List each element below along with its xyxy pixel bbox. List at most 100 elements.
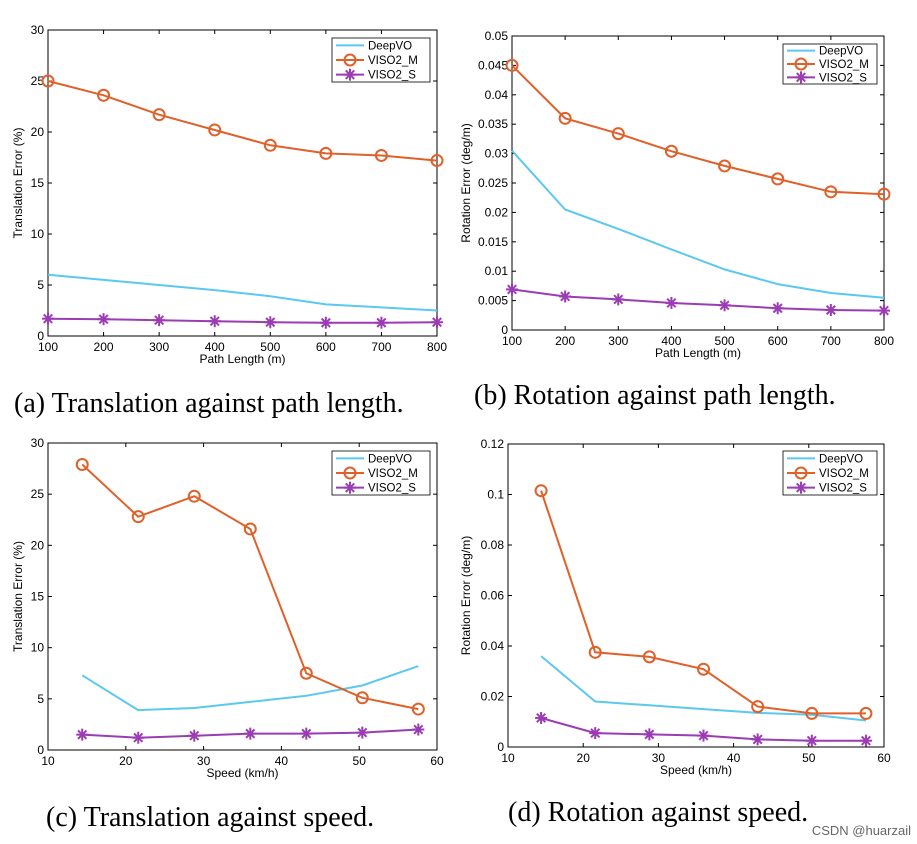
- x-tick-label: 30: [652, 751, 666, 765]
- x-axis-label: Path Length (m): [655, 346, 741, 360]
- data-point: [75, 457, 89, 471]
- y-tick-label: 0.005: [478, 294, 508, 308]
- legend-label: VISO2_S: [819, 72, 867, 84]
- series-line: [47, 80, 438, 162]
- series-line: [540, 490, 866, 715]
- y-axis-label: Translation Error (%): [11, 128, 25, 239]
- x-tick-label: 700: [821, 334, 841, 348]
- x-tick-label: 400: [205, 340, 225, 354]
- y-tick-label: 0.035: [478, 117, 508, 131]
- legend-marker: [344, 481, 356, 494]
- legend-label: DeepVO: [819, 453, 863, 465]
- x-tick-label: 600: [316, 340, 336, 354]
- y-tick-label: 0.05: [485, 29, 509, 43]
- data-point: [859, 706, 873, 720]
- series-viso2-m: [41, 74, 444, 168]
- y-tick-label: 10: [31, 227, 45, 241]
- x-tick-label: 20: [577, 751, 591, 765]
- data-point: [431, 316, 443, 329]
- data-point: [589, 727, 602, 740]
- legend-label: VISO2_S: [368, 483, 416, 495]
- x-tick-label: 100: [38, 340, 58, 354]
- series-viso2-s: [535, 711, 872, 747]
- legend-marker: [344, 68, 356, 81]
- legend-label: DeepVO: [368, 453, 412, 465]
- legend-marker: [343, 53, 357, 67]
- x-tick-label: 800: [874, 334, 894, 348]
- data-point: [805, 706, 819, 720]
- x-tick-label: 40: [275, 754, 289, 768]
- data-point: [188, 729, 201, 742]
- y-tick-label: 0.06: [481, 589, 505, 603]
- x-tick-label: 300: [149, 340, 169, 354]
- data-point: [243, 522, 257, 536]
- series-viso2-s: [42, 312, 443, 329]
- y-tick-label: 30: [31, 436, 45, 450]
- data-point: [771, 172, 785, 186]
- x-tick-label: 400: [661, 334, 681, 348]
- data-point: [97, 88, 111, 102]
- legend: DeepVO VISO2_M VISO2_S: [331, 450, 431, 496]
- legend-label: VISO2_M: [819, 468, 869, 480]
- data-point: [299, 666, 313, 680]
- x-tick-label: 300: [608, 334, 628, 348]
- data-point: [355, 691, 369, 705]
- y-tick-label: 30: [31, 23, 45, 37]
- data-point: [412, 723, 425, 736]
- data-point: [718, 159, 732, 173]
- legend-label: VISO2_M: [368, 55, 418, 67]
- data-point: [878, 304, 890, 317]
- data-point: [153, 314, 166, 327]
- data-point: [859, 734, 872, 747]
- data-point: [41, 74, 55, 88]
- data-point: [771, 302, 784, 315]
- x-tick-label: 800: [427, 340, 447, 354]
- x-tick-label: 10: [501, 751, 515, 765]
- x-tick-label: 30: [197, 754, 211, 768]
- data-point: [430, 154, 444, 168]
- x-tick-label: 60: [877, 751, 891, 765]
- y-tick-label: 0.01: [485, 264, 509, 278]
- legend-label: VISO2_M: [819, 59, 869, 71]
- data-point: [319, 316, 332, 329]
- data-point: [264, 316, 277, 329]
- data-point: [319, 146, 333, 160]
- y-tick-label: 0.015: [478, 235, 508, 249]
- data-point: [877, 187, 891, 201]
- series-deepvo: [47, 273, 438, 312]
- data-point: [805, 734, 818, 747]
- x-tick-label: 200: [94, 340, 114, 354]
- y-tick-label: 25: [31, 487, 45, 501]
- series-line: [81, 463, 419, 711]
- data-point: [42, 312, 54, 325]
- series-line: [511, 150, 885, 299]
- y-tick-label: 20: [31, 538, 45, 552]
- data-point: [588, 645, 602, 659]
- y-tick-label: 0.03: [485, 147, 509, 161]
- data-point: [76, 728, 89, 741]
- legend-label: VISO2_M: [368, 468, 418, 480]
- y-tick-label: 0: [497, 740, 504, 754]
- y-tick-label: 0.08: [481, 538, 505, 552]
- data-point: [375, 316, 388, 329]
- data-point: [208, 315, 221, 328]
- watermark: CSDN @huarzail: [811, 823, 911, 838]
- series-viso2-m: [75, 457, 425, 716]
- legend-marker: [794, 57, 808, 71]
- series-line: [47, 317, 438, 324]
- y-axis-label: Rotation Error (deg/m): [459, 536, 473, 655]
- legend-marker: [795, 481, 807, 494]
- data-point: [506, 283, 518, 296]
- x-tick-label: 20: [119, 754, 133, 768]
- y-tick-label: 0: [37, 743, 44, 757]
- x-tick-label: 50: [353, 754, 367, 768]
- legend-marker: [343, 466, 357, 480]
- chart-panel-d: 10 20 30 40 50 60 0 0.02 0.04 0.06 0.08 0.1 0.12 Spee…: [459, 437, 891, 777]
- legend-marker: [794, 466, 808, 480]
- data-point: [131, 510, 145, 524]
- data-point: [244, 727, 257, 740]
- series-deepvo: [511, 150, 885, 299]
